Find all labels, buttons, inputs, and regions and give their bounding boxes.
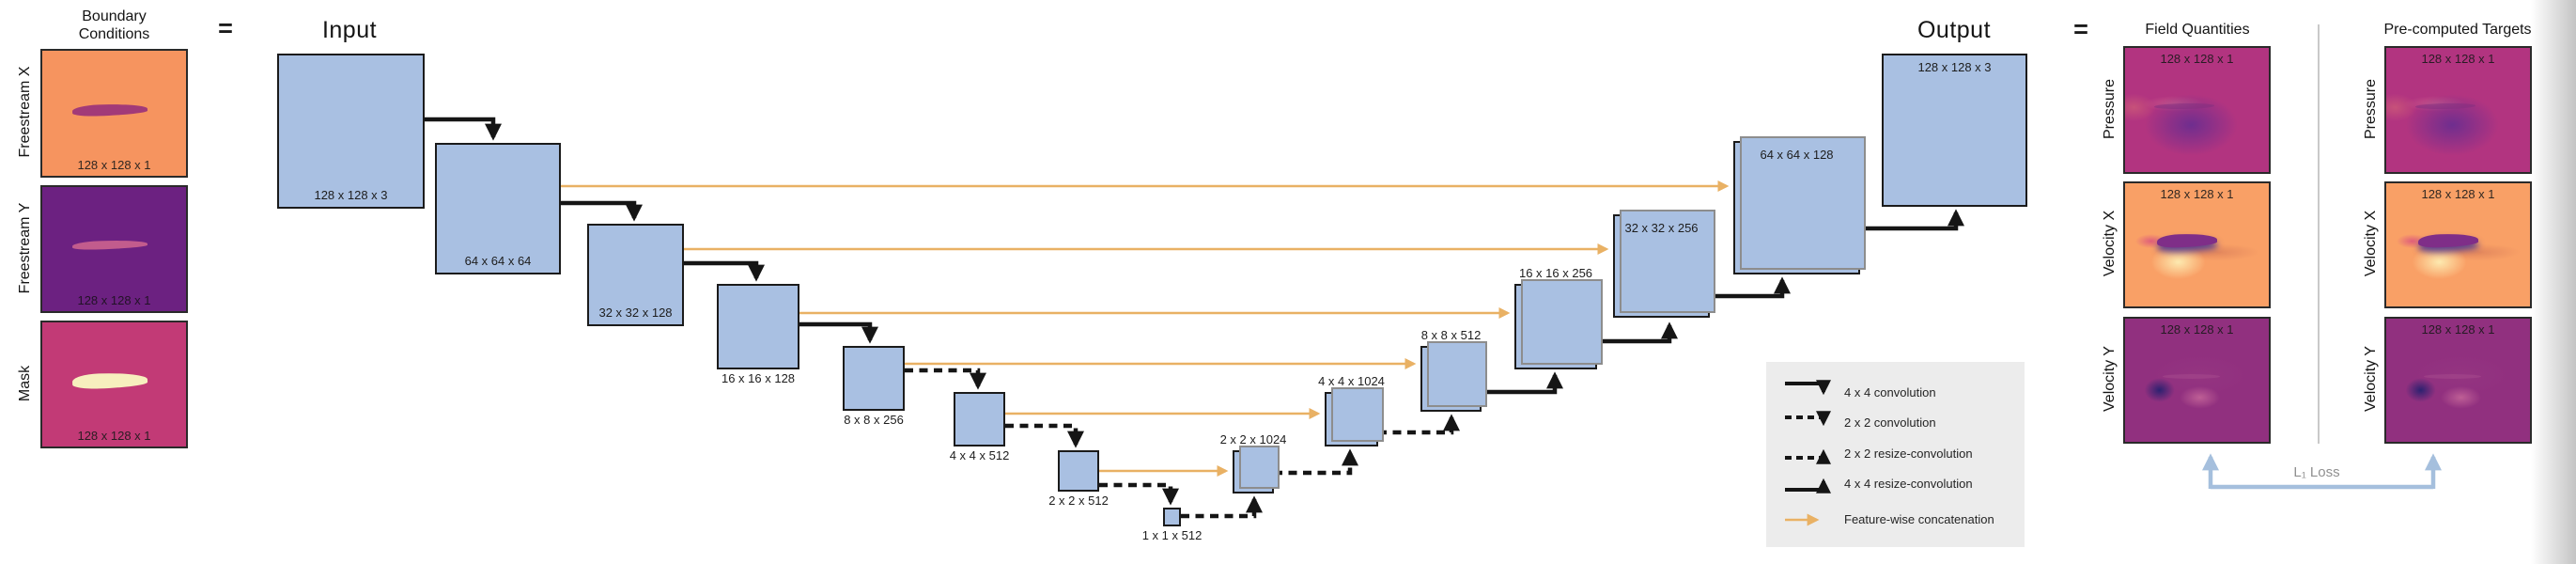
boundary-label-mask: Mask xyxy=(17,365,33,402)
unet-block-enc-2: 2 x 2 x 512 xyxy=(1048,450,1109,508)
block-dims-label: 2 x 2 x 1024 xyxy=(1219,432,1287,446)
block-dims-label: 1 x 1 x 512 xyxy=(1141,528,1203,542)
block-dims-label: 4 x 4 x 1024 xyxy=(1318,374,1385,388)
target-image-pressure: 128 x 128 x 1 xyxy=(2384,46,2532,174)
unet-block-enc-4: 4 x 4 x 512 xyxy=(950,392,1009,462)
field-label-velocity-x: Velocity X xyxy=(2102,210,2118,277)
right-edge-fade xyxy=(2531,0,2576,564)
image-dims-label: 128 x 128 x 1 xyxy=(2421,52,2495,66)
unet-block-enc-16: 16 x 16 x 128 xyxy=(717,284,799,385)
field-image-velocity-y: 128 x 128 x 1 xyxy=(2123,317,2271,444)
boundary-image-freestream-x: 128 x 128 x 1 xyxy=(40,49,188,178)
unet-block-dec-16: 16 x 16 x 256 xyxy=(1514,266,1603,369)
legend-item-2x2-conv: 2 x 2 convolution xyxy=(1844,415,1936,430)
block-dims-label: 32 x 32 x 256 xyxy=(1624,221,1699,235)
image-dims-label: 128 x 128 x 1 xyxy=(77,293,151,307)
target-label-velocity-x: Velocity X xyxy=(2363,210,2379,277)
legend-item-4x4-resize-conv: 4 x 4 resize-convolution xyxy=(1844,477,1973,491)
field-image-velocity-x: 128 x 128 x 1 xyxy=(2123,181,2271,308)
block-dims-label: 64 x 64 x 64 xyxy=(464,254,532,268)
block-dims-label: 8 x 8 x 256 xyxy=(844,413,904,427)
airfoil-shape xyxy=(71,102,147,118)
block-dims-label: 128 x 128 x 3 xyxy=(1917,60,1992,74)
target-label-velocity-y: Velocity Y xyxy=(2363,346,2379,412)
unet-block-enc-64: 64 x 64 x 64 xyxy=(435,143,561,274)
unet-block-enc-1: 1 x 1 x 512 xyxy=(1142,508,1202,542)
unet-block-dec-64: 64 x 64 x 128 xyxy=(1733,136,1866,274)
block-dims-label: 2 x 2 x 512 xyxy=(1048,494,1109,508)
equals-sign: = xyxy=(218,14,233,42)
l1-loss-label: L₁ Loss xyxy=(2293,464,2340,480)
legend-item-concat: Feature-wise concatenation xyxy=(1844,512,1994,526)
boundary-image-freestream-y: 128 x 128 x 1 xyxy=(40,185,188,313)
unet-block-dec-2: 2 x 2 x 1024 xyxy=(1220,432,1286,494)
image-dims-label: 128 x 128 x 1 xyxy=(2160,187,2234,201)
field-label-pressure: Pressure xyxy=(2102,78,2118,140)
legend-item-2x2-resize-conv: 2 x 2 resize-convolution xyxy=(1844,446,1973,461)
target-image-velocity-x: 128 x 128 x 1 xyxy=(2384,181,2532,308)
input-title: Input xyxy=(321,17,378,43)
image-dims-label: 128 x 128 x 1 xyxy=(2421,187,2495,201)
field-label-velocity-y: Velocity Y xyxy=(2102,346,2118,412)
block-dims-label: 4 x 4 x 512 xyxy=(949,448,1010,462)
image-dims-label: 128 x 128 x 1 xyxy=(77,158,151,172)
boundary-conditions-title: Boundary Conditions xyxy=(78,8,150,42)
unet-block-enc-8: 8 x 8 x 256 xyxy=(843,346,905,427)
block-dims-label: 128 x 128 x 3 xyxy=(314,188,388,202)
image-dims-label: 128 x 128 x 1 xyxy=(2160,322,2234,337)
block-dims-label: 16 x 16 x 128 xyxy=(721,371,796,385)
airfoil-shape xyxy=(71,239,147,251)
unet-block-dec-4: 4 x 4 x 1024 xyxy=(1318,374,1385,446)
boundary-label-freestream-x: Freestream X xyxy=(17,66,33,158)
block-dims-label: 16 x 16 x 256 xyxy=(1518,266,1593,280)
unet-block-dec-8: 8 x 8 x 512 xyxy=(1420,328,1487,412)
block-dims-label: 8 x 8 x 512 xyxy=(1420,328,1482,342)
unet-block-dec-32: 32 x 32 x 256 xyxy=(1613,210,1715,318)
boundary-label-freestream-y: Freestream Y xyxy=(17,202,33,294)
target-image-velocity-y: 128 x 128 x 1 xyxy=(2384,317,2532,444)
unet-block-enc-128: 128 x 128 x 3 xyxy=(277,54,425,209)
output-title: Output xyxy=(1916,17,1992,43)
legend-item-4x4-conv: 4 x 4 convolution xyxy=(1844,385,1936,400)
image-dims-label: 128 x 128 x 1 xyxy=(2160,52,2234,66)
column-divider xyxy=(2318,24,2320,444)
image-dims-label: 128 x 128 x 1 xyxy=(2421,322,2495,337)
target-label-pressure: Pressure xyxy=(2363,78,2379,140)
boundary-image-mask: 128 x 128 x 1 xyxy=(40,321,188,448)
unet-block-output: 128 x 128 x 3 xyxy=(1882,54,2027,207)
unet-block-enc-32: 32 x 32 x 128 xyxy=(587,224,684,326)
precomputed-targets-title: Pre-computed Targets xyxy=(2383,22,2532,38)
image-dims-label: 128 x 128 x 1 xyxy=(77,429,151,443)
field-quantities-title: Field Quantities xyxy=(2145,22,2250,38)
equals-sign: = xyxy=(2073,15,2088,43)
block-dims-label: 32 x 32 x 128 xyxy=(598,306,673,320)
airfoil-shape xyxy=(71,371,147,390)
block-dims-label: 64 x 64 x 128 xyxy=(1760,148,1834,162)
field-image-pressure: 128 x 128 x 1 xyxy=(2123,46,2271,174)
